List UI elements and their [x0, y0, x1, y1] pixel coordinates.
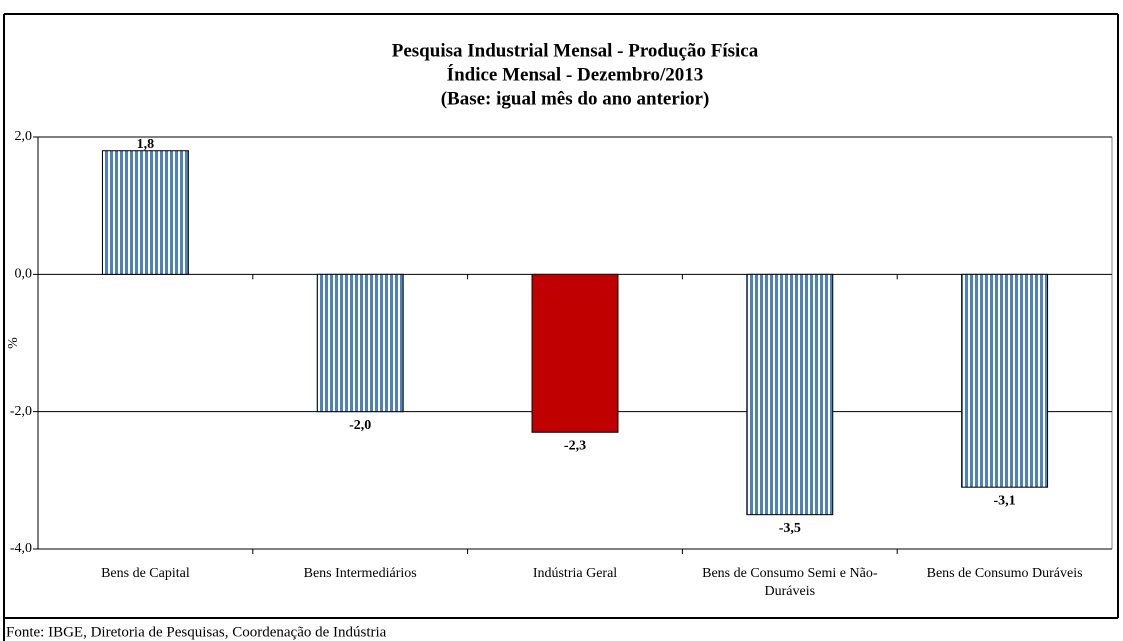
chart-title: Pesquisa Industrial Mensal - Produção Fí…	[392, 40, 759, 61]
y-axis-label: %	[6, 337, 21, 349]
x-tick-label: Bens Intermediários	[303, 566, 417, 581]
x-tick-label: Bens de Consumo Duráveis	[926, 566, 1083, 581]
data-label: -3,1	[994, 493, 1016, 508]
y-tick-label: -2,0	[10, 404, 32, 419]
y-tick-label: 0,0	[15, 267, 33, 282]
x-tick-label: Bens de Consumo Semi e Não-Duráveis	[702, 566, 878, 599]
chart-title: Índice Mensal - Dezembro/2013	[447, 63, 704, 85]
source-note: Fonte: IBGE, Diretoria de Pesquisas, Coo…	[6, 624, 387, 640]
data-label: -2,3	[564, 438, 586, 453]
x-tick-label: Indústria Geral	[532, 566, 618, 581]
data-label: 1,8	[137, 137, 155, 152]
bar	[746, 273, 834, 516]
x-tick-label: Bens de Capital	[101, 566, 190, 581]
y-tick-label: -4,0	[10, 541, 32, 556]
data-label: -2,0	[349, 418, 371, 433]
bar	[531, 273, 619, 433]
data-label: -3,5	[779, 521, 801, 536]
bar	[101, 150, 189, 275]
y-tick-label: 2,0	[15, 129, 33, 144]
bar	[961, 273, 1049, 488]
chart-title: (Base: igual mês do ano anterior)	[441, 88, 710, 109]
bar	[316, 273, 404, 413]
